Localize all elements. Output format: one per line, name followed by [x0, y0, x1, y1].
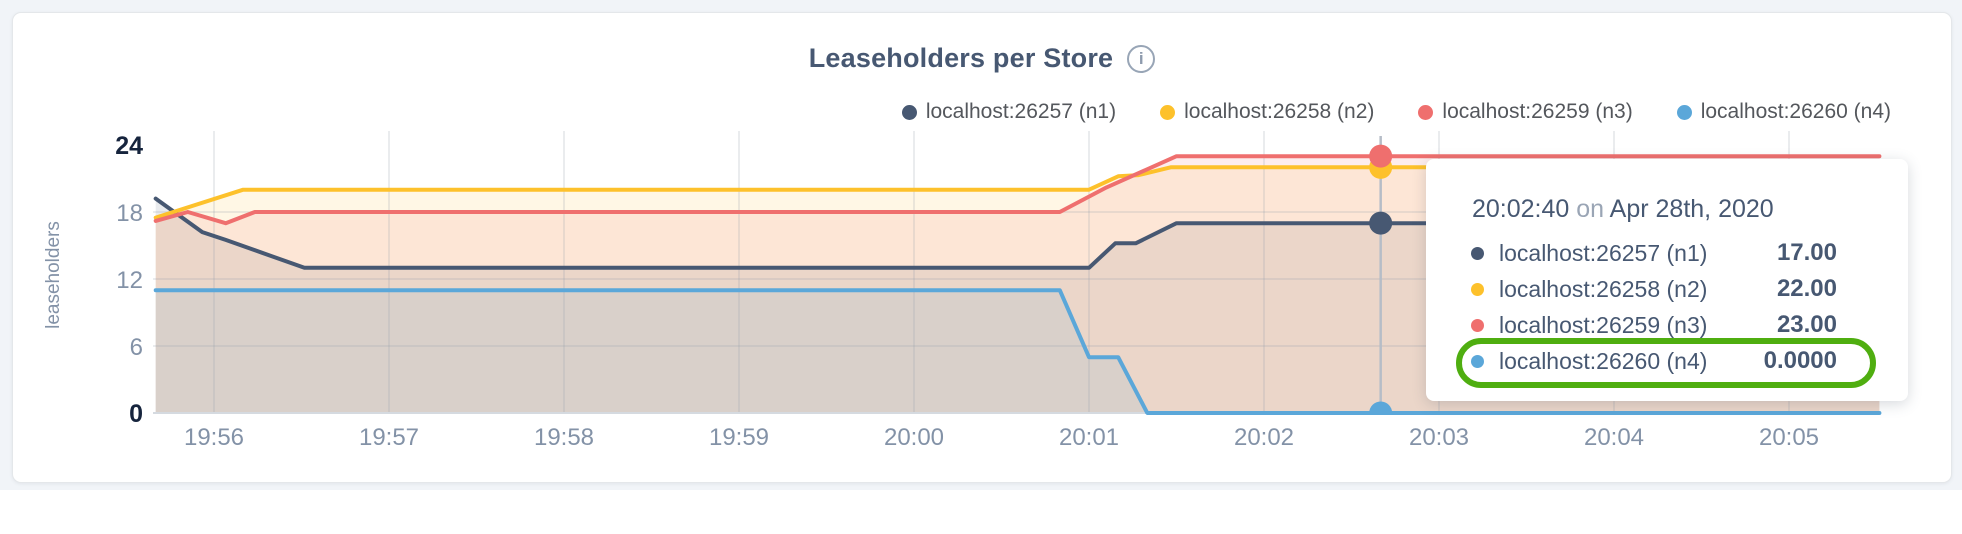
chart-title: Leaseholders per Store: [808, 43, 1114, 73]
hover-dots: [1369, 144, 1393, 414]
legend-item-n4[interactable]: localhost:26260 (n4): [1676, 100, 1891, 124]
tooltip-date: Apr 28th, 2020: [1609, 195, 1774, 223]
legend-label: localhost:26260 (n4): [1700, 100, 1891, 123]
legend: localhost:26257 (n1) localhost:26258 (n2)…: [901, 100, 1891, 124]
legend-swatch-icon: [1418, 104, 1434, 120]
series-line-n4: [153, 288, 1882, 415]
series-area-n4: [155, 290, 1880, 413]
y-tick-label: 6: [130, 334, 143, 361]
y-axis-ticks: 0 6 12 18 24: [115, 132, 143, 428]
x-tick-label: 20:02: [1234, 424, 1294, 451]
y-tick-label: 12: [116, 267, 143, 294]
tooltip-series-dot-icon: [1471, 354, 1484, 368]
x-tick-label: 19:59: [709, 424, 769, 451]
series-line-n2: [153, 165, 1882, 220]
x-tick-label: 19:58: [534, 424, 594, 451]
tooltip-series-dot-icon: [1471, 246, 1484, 260]
y-tick-label: 24: [115, 132, 143, 160]
x-tick-label: 20:01: [1059, 424, 1119, 451]
series-line-n3: [153, 154, 1882, 226]
tooltip-row-n4: localhost:26260 (n4) 0.0000: [1426, 343, 1908, 379]
tooltip-series-dot-icon: [1471, 282, 1484, 296]
legend-label: localhost:26259 (n3): [1442, 100, 1633, 123]
hover-dot-n3: [1369, 144, 1393, 168]
x-tick-label: 20:03: [1409, 424, 1469, 451]
legend-swatch-icon: [1676, 104, 1692, 120]
legend-item-n1[interactable]: localhost:26257 (n1): [901, 100, 1117, 124]
chart-card: Leaseholders per Store i localhost:26257…: [12, 12, 1952, 483]
legend-item-n2[interactable]: localhost:26258 (n2): [1160, 100, 1374, 124]
tooltip-series-value: 17.00: [1776, 239, 1837, 266]
x-tick-label: 20:05: [1759, 424, 1819, 451]
tooltip-series-value: 22.00: [1776, 275, 1837, 302]
tooltip-series-value: 0.0000: [1763, 347, 1837, 374]
x-tick-label: 19:57: [359, 424, 419, 451]
series-lines: [153, 154, 1882, 415]
hover-dot-n4: [1369, 401, 1393, 414]
tooltip-series-label: localhost:26260 (n4): [1499, 347, 1708, 374]
tooltip-row-n3: localhost:26259 (n3) 23.00: [1426, 307, 1908, 343]
info-icon[interactable]: i: [1127, 44, 1156, 73]
legend-label: localhost:26257 (n1): [925, 100, 1117, 123]
chart-header: Leaseholders per Store i: [13, 43, 1951, 74]
legend-label: localhost:26258 (n2): [1184, 100, 1375, 123]
legend-swatch-icon: [901, 104, 917, 120]
tooltip-row-n2: localhost:26258 (n2) 22.00: [1426, 271, 1908, 307]
y-axis-title: leaseholders: [43, 221, 64, 329]
tooltip-time: 20:02:40: [1472, 195, 1570, 223]
tooltip-series-value: 23.00: [1776, 311, 1837, 338]
legend-item-n3[interactable]: localhost:26259 (n3): [1418, 100, 1633, 124]
series-line-n1: [153, 196, 1882, 270]
hover-dot-n1: [1369, 211, 1393, 235]
x-axis-ticks: 19:56 19:57 19:58 19:59 20:00 20:01 20:02 20:03…: [184, 424, 1819, 451]
y-tick-label: 0: [129, 400, 143, 428]
tooltip-series-label: localhost:26258 (n2): [1499, 275, 1708, 302]
x-tick-label: 20:04: [1584, 424, 1644, 451]
tooltip-series-label: localhost:26257 (n1): [1499, 239, 1708, 266]
x-tick-label: 19:56: [184, 424, 244, 451]
legend-swatch-icon: [1160, 104, 1176, 120]
x-tick-label: 20:00: [884, 424, 944, 451]
tooltip-series-dot-icon: [1471, 318, 1484, 332]
tooltip-timestamp: 20:02:40 on Apr 28th, 2020: [1472, 195, 1908, 224]
tooltip-series-label: localhost:26259 (n3): [1499, 311, 1708, 338]
tooltip-rows: localhost:26257 (n1) 17.00 localhost:26258…: [1426, 235, 1908, 379]
y-tick-label: 18: [116, 200, 143, 227]
tooltip-connector: on: [1576, 195, 1605, 223]
tooltip-row-n1: localhost:26257 (n1) 17.00: [1426, 235, 1908, 271]
hover-tooltip: 20:02:40 on Apr 28th, 2020 localhost:262…: [1426, 159, 1908, 401]
